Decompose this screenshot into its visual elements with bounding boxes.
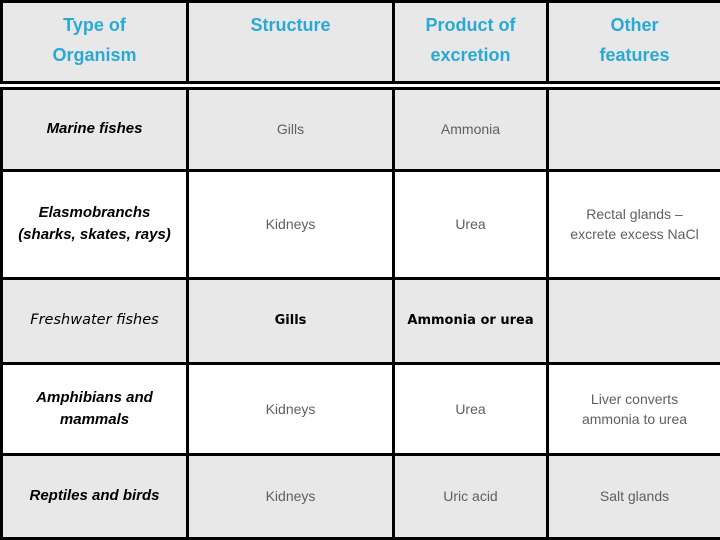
cell-organism: Elasmobranchs (sharks, skates, rays) [0, 168, 189, 280]
cell-structure: Kidneys [186, 362, 395, 457]
column-header-product-of-excretion: Product of excretion [392, 0, 549, 90]
table-row-amphibians-and-mammals: Amphibians and mammals Kidneys Urea Live… [0, 362, 720, 457]
table-body: Marine fishes Gills Ammonia Elasmobranch… [0, 84, 720, 540]
cell-product: Ammonia or urea [392, 276, 549, 366]
cell-product: Urea [392, 362, 549, 457]
column-header-type-of-organism: Type of Organism [0, 0, 189, 90]
table-row-elasmobranchs: Elasmobranchs (sharks, skates, rays) Kid… [0, 168, 720, 280]
column-header-other-features: Other features [546, 0, 720, 90]
header-row: Type of Organism Structure Product of ex… [0, 0, 720, 90]
cell-product: Urea [392, 168, 549, 280]
table-row-freshwater-fishes: Freshwater fishes Gills Ammonia or urea [0, 276, 720, 366]
cell-structure: Gills [186, 84, 395, 172]
cell-structure: Kidneys [186, 168, 395, 280]
table-header: Type of Organism Structure Product of ex… [0, 0, 720, 90]
cell-structure: Gills [186, 276, 395, 366]
cell-other: Rectal glands – excrete excess NaCl [546, 168, 720, 280]
cell-other [546, 276, 720, 366]
table-row-reptiles-and-birds: Reptiles and birds Kidneys Uric acid Sal… [0, 453, 720, 540]
cell-product: Ammonia [392, 84, 549, 172]
cell-product: Uric acid [392, 453, 549, 540]
cell-organism: Marine fishes [0, 84, 189, 172]
cell-structure: Kidneys [186, 453, 395, 540]
table-row-marine-fishes: Marine fishes Gills Ammonia [0, 84, 720, 172]
cell-other [546, 84, 720, 172]
column-header-structure: Structure [186, 0, 395, 90]
cell-organism: Reptiles and birds [0, 453, 189, 540]
cell-organism: Amphibians and mammals [0, 362, 189, 457]
cell-other: Salt glands [546, 453, 720, 540]
cell-other: Liver converts ammonia to urea [546, 362, 720, 457]
cell-organism: Freshwater fishes [0, 276, 189, 366]
